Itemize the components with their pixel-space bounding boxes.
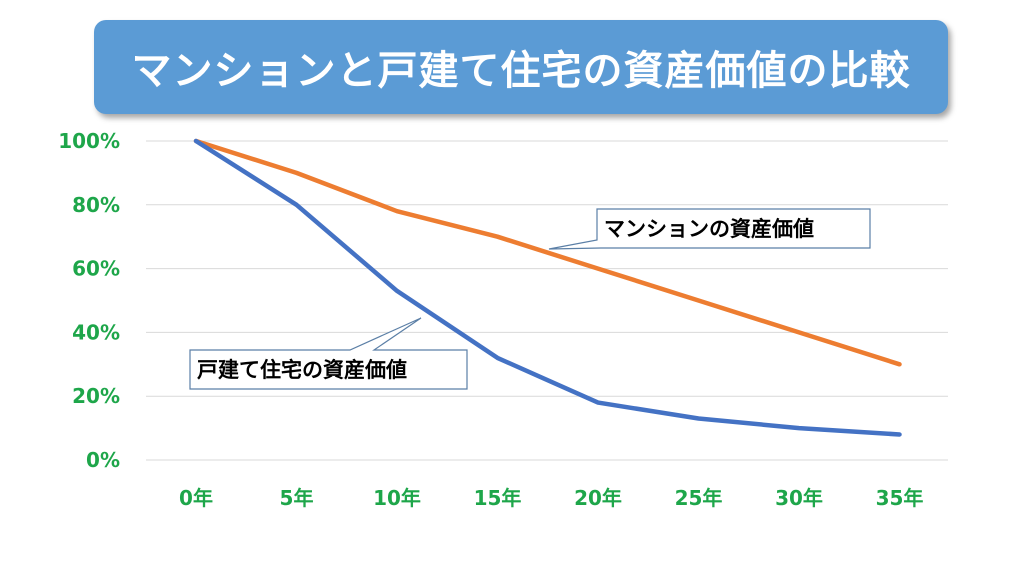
x-tick-label: 30年 — [775, 486, 823, 510]
y-tick-label: 20% — [72, 384, 120, 408]
x-tick-label: 20年 — [574, 486, 622, 510]
x-tick-label: 35年 — [876, 486, 924, 510]
callout-mansion: マンションの資産価値 — [548, 208, 871, 250]
title-banner: マンションと戸建て住宅の資産価値の比較 — [94, 20, 948, 114]
callout-mansion-box — [548, 208, 871, 250]
y-tick-label: 80% — [72, 193, 120, 217]
gridlines — [146, 140, 948, 461]
callout-house-box — [189, 317, 468, 390]
y-tick-label: 0% — [86, 448, 120, 472]
y-tick-label: 100% — [58, 129, 120, 153]
series-line-1 — [193, 138, 902, 437]
chart-title: マンションと戸建て住宅の資産価値の比較 — [131, 48, 911, 94]
series-lines — [193, 138, 902, 437]
y-tick-label: 60% — [72, 257, 120, 281]
y-axis-ticks: 0% 20% 40% 60% 80% 100% — [58, 129, 120, 472]
callout-house-label: 戸建て住宅の資産価値 — [197, 358, 407, 382]
callout-house: 戸建て住宅の資産価値 — [189, 317, 468, 390]
callout-mansion-label: マンションの資産価値 — [604, 217, 814, 241]
series-line-0 — [193, 138, 902, 367]
x-tick-label: 0年 — [179, 486, 213, 510]
x-tick-label: 15年 — [474, 486, 522, 510]
series-callouts: マンションの資産価値 戸建て住宅の資産価値 — [189, 208, 871, 390]
y-tick-label: 40% — [72, 320, 120, 344]
x-axis-ticks: 0年 5年 10年 15年 20年 25年 30年 35年 — [179, 486, 923, 510]
x-tick-label: 25年 — [675, 486, 723, 510]
x-tick-label: 10年 — [373, 486, 421, 510]
x-tick-label: 5年 — [280, 486, 314, 510]
